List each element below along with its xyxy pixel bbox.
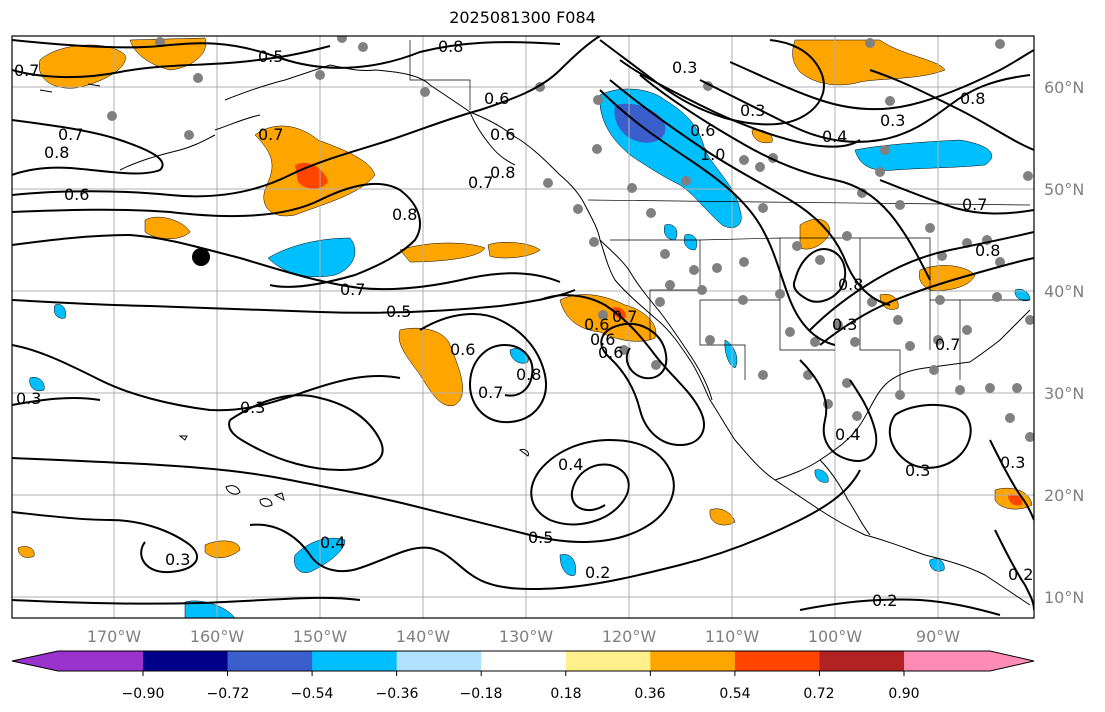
contour-label: 0.2 <box>872 591 897 610</box>
colorbar-cell <box>734 651 820 671</box>
contour-label: 0.3 <box>905 461 930 480</box>
colorbar-cell <box>12 651 143 671</box>
contour-label: 0.4 <box>320 533 345 552</box>
latitude-label: 60°N <box>1044 78 1084 97</box>
contour-label: 0.8 <box>490 163 515 182</box>
contour-label: 0.6 <box>598 343 623 362</box>
contour-label: 0.6 <box>584 315 609 334</box>
latitude-axis: 60°N 50°N 40°N 30°N 20°N 10°N <box>1044 78 1084 607</box>
contour-label: 0.8 <box>516 365 541 384</box>
contour-label: 0.7 <box>340 280 365 299</box>
longitude-label: 110°W <box>705 627 760 646</box>
contour-label: 0.4 <box>835 425 860 444</box>
map-title: 2025081300 F084 <box>449 8 596 27</box>
colorbar-tick-label: −0.36 <box>376 686 419 702</box>
colorbar-tick-label: 0.54 <box>719 686 750 702</box>
colorbar-tick-label: −0.72 <box>207 686 250 702</box>
colorbar-cell <box>396 651 482 671</box>
contour-label: 0.7 <box>14 61 39 80</box>
colorbar-tick-label: 0.36 <box>634 686 665 702</box>
contour-label: 0.7 <box>478 383 503 402</box>
contour-label: 0.3 <box>240 398 265 417</box>
contour-label: 0.6 <box>590 330 615 349</box>
contour-label: 0.2 <box>585 563 610 582</box>
colorbar-outline <box>11 650 1035 672</box>
colorbar-cell <box>565 651 651 671</box>
colorbar-tick-label: −0.54 <box>291 686 334 702</box>
contour-label: 0.6 <box>490 125 515 144</box>
contour-label: 0.8 <box>44 143 69 162</box>
colorbar-cell <box>312 651 398 671</box>
contour-label: 0.5 <box>258 47 283 66</box>
contour-label: 0.7 <box>468 173 493 192</box>
islands <box>178 435 529 507</box>
longitude-label: 130°W <box>499 627 554 646</box>
contour-label: 0.4 <box>558 455 583 474</box>
contour-label: 0.7 <box>962 195 987 214</box>
colorbar-tick-label: 0.18 <box>550 686 581 702</box>
gridlines <box>12 36 1034 618</box>
contour-label: 0.3 <box>165 550 190 569</box>
contour-label: 0.8 <box>392 205 417 224</box>
contour-labels: 0.8 0.5 0.7 0.6 0.3 0.7 0.7 0.8 0.6 0.6 … <box>14 37 1033 610</box>
contour-label: 0.6 <box>450 340 475 359</box>
contour-label: 0.3 <box>880 111 905 130</box>
colorbar-cell <box>481 651 567 671</box>
station-markers <box>107 36 1034 442</box>
longitude-label: 90°W <box>916 627 960 646</box>
contour-label: 0.3 <box>16 389 41 408</box>
longitude-label: 150°W <box>293 627 348 646</box>
contour-label: 0.6 <box>484 89 509 108</box>
highlighted-station-marker <box>192 248 210 266</box>
contour-label: 1.0 <box>700 145 725 164</box>
contour-label: 0.4 <box>822 127 847 146</box>
contour-lines <box>12 36 1034 616</box>
colorbar-cell <box>227 651 313 671</box>
contour-label: 0.3 <box>740 101 765 120</box>
map-panel: 0.8 0.5 0.7 0.6 0.3 0.7 0.7 0.8 0.6 0.6 … <box>12 36 1034 618</box>
contour-label: 0.5 <box>528 528 553 547</box>
latitude-label: 50°N <box>1044 180 1084 199</box>
longitude-label: 170°W <box>87 627 142 646</box>
colorbar-cell <box>819 651 905 671</box>
colorbar-tick-label: 0.72 <box>803 686 834 702</box>
colorbar-tick-label: −0.90 <box>122 686 165 702</box>
longitude-label: 100°W <box>808 627 863 646</box>
contour-label: 0.7 <box>612 307 637 326</box>
contour-label: 0.5 <box>386 302 411 321</box>
longitude-label: 140°W <box>396 627 451 646</box>
contour-label: 0.8 <box>960 89 985 108</box>
longitude-label: 160°W <box>190 627 245 646</box>
contour-label: 0.7 <box>935 335 960 354</box>
contour-label: 0.6 <box>64 185 89 204</box>
contour-label: 0.3 <box>832 315 857 334</box>
contour-label: 0.7 <box>58 125 83 144</box>
coastlines <box>39 64 1031 606</box>
latitude-label: 40°N <box>1044 282 1084 301</box>
contour-label: 0.6 <box>690 121 715 140</box>
colorbar-cell <box>650 651 736 671</box>
longitude-axis: 170°W 160°W 150°W 140°W 130°W 120°W 110°… <box>87 627 960 646</box>
colorbar: −0.90 −0.72 −0.54 −0.36 −0.18 0.18 0.36 … <box>11 650 1035 702</box>
contour-label: 0.8 <box>838 275 863 294</box>
colorbar-tick-label: 0.90 <box>888 686 919 702</box>
contour-label: 0.2 <box>1008 565 1033 584</box>
latitude-label: 20°N <box>1044 486 1084 505</box>
map-frame <box>11 35 1035 619</box>
colorbar-cell <box>904 651 1034 671</box>
contour-label: 0.3 <box>672 58 697 77</box>
latitude-label: 10°N <box>1044 588 1084 607</box>
colorbar-cell <box>143 651 229 671</box>
contour-label: 0.7 <box>258 125 283 144</box>
longitude-label: 120°W <box>602 627 657 646</box>
contour-label: 0.8 <box>438 37 463 56</box>
colorbar-tick-label: −0.18 <box>460 686 503 702</box>
contour-label: 0.3 <box>1000 453 1025 472</box>
contour-label: 0.8 <box>975 241 1000 260</box>
latitude-label: 30°N <box>1044 384 1084 403</box>
